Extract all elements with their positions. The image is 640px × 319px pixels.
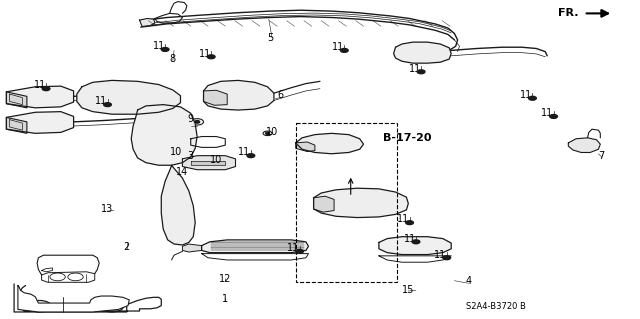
Text: 11: 11 (397, 214, 410, 225)
Text: 6: 6 (277, 90, 284, 100)
Polygon shape (6, 112, 74, 133)
Circle shape (195, 121, 200, 123)
Circle shape (266, 132, 269, 134)
Polygon shape (182, 244, 202, 252)
Polygon shape (202, 240, 308, 253)
Polygon shape (296, 133, 364, 154)
Circle shape (207, 55, 215, 59)
Text: 11: 11 (403, 234, 416, 244)
Text: 9: 9 (188, 114, 194, 124)
Circle shape (406, 221, 413, 225)
Text: B-17-20: B-17-20 (383, 133, 431, 143)
Circle shape (42, 87, 50, 91)
Text: 11: 11 (198, 48, 211, 59)
Text: 11: 11 (152, 41, 165, 51)
Circle shape (529, 96, 536, 100)
Text: 1: 1 (222, 294, 228, 304)
Text: 11: 11 (238, 147, 251, 158)
Text: FR.: FR. (558, 8, 579, 19)
Polygon shape (191, 161, 225, 165)
Polygon shape (394, 42, 451, 63)
Text: 10: 10 (266, 127, 278, 137)
Polygon shape (296, 142, 315, 152)
Circle shape (340, 48, 348, 52)
Polygon shape (140, 19, 155, 26)
Circle shape (417, 70, 425, 74)
Text: 3: 3 (188, 151, 194, 161)
Text: 15: 15 (402, 285, 415, 295)
Circle shape (104, 103, 111, 107)
Text: 11: 11 (287, 243, 300, 253)
Circle shape (179, 153, 182, 155)
Text: 11: 11 (33, 80, 46, 91)
Polygon shape (6, 86, 74, 108)
Text: 4: 4 (465, 276, 472, 286)
Polygon shape (18, 286, 129, 312)
Text: 8: 8 (170, 54, 176, 64)
Circle shape (161, 48, 169, 51)
Bar (296, 123, 397, 282)
Circle shape (550, 115, 557, 118)
Text: 5: 5 (267, 33, 273, 43)
Polygon shape (204, 90, 227, 105)
Text: 12: 12 (219, 274, 232, 284)
Text: S2A4-B3720 B: S2A4-B3720 B (466, 302, 526, 311)
Text: 10: 10 (210, 155, 223, 165)
Text: 10: 10 (170, 147, 182, 158)
Polygon shape (314, 196, 334, 212)
Text: 11: 11 (541, 108, 554, 118)
Circle shape (296, 249, 303, 253)
Text: 11: 11 (332, 42, 344, 52)
Circle shape (443, 256, 451, 260)
Text: 11: 11 (95, 96, 108, 107)
Polygon shape (379, 237, 451, 255)
Polygon shape (6, 92, 27, 108)
Circle shape (412, 240, 420, 244)
Text: 11: 11 (434, 249, 447, 260)
Polygon shape (161, 165, 195, 245)
Text: 11: 11 (520, 90, 532, 100)
Polygon shape (568, 138, 600, 152)
Text: 13: 13 (101, 204, 114, 214)
Text: 11: 11 (408, 63, 421, 74)
Polygon shape (182, 156, 236, 170)
Polygon shape (77, 80, 180, 114)
Polygon shape (131, 105, 197, 165)
Circle shape (247, 154, 255, 158)
Circle shape (217, 160, 221, 162)
Polygon shape (6, 117, 27, 133)
Text: 2: 2 (124, 242, 130, 252)
Text: 14: 14 (176, 167, 189, 177)
Polygon shape (204, 80, 274, 110)
Text: 7: 7 (598, 151, 605, 161)
Polygon shape (314, 188, 408, 218)
